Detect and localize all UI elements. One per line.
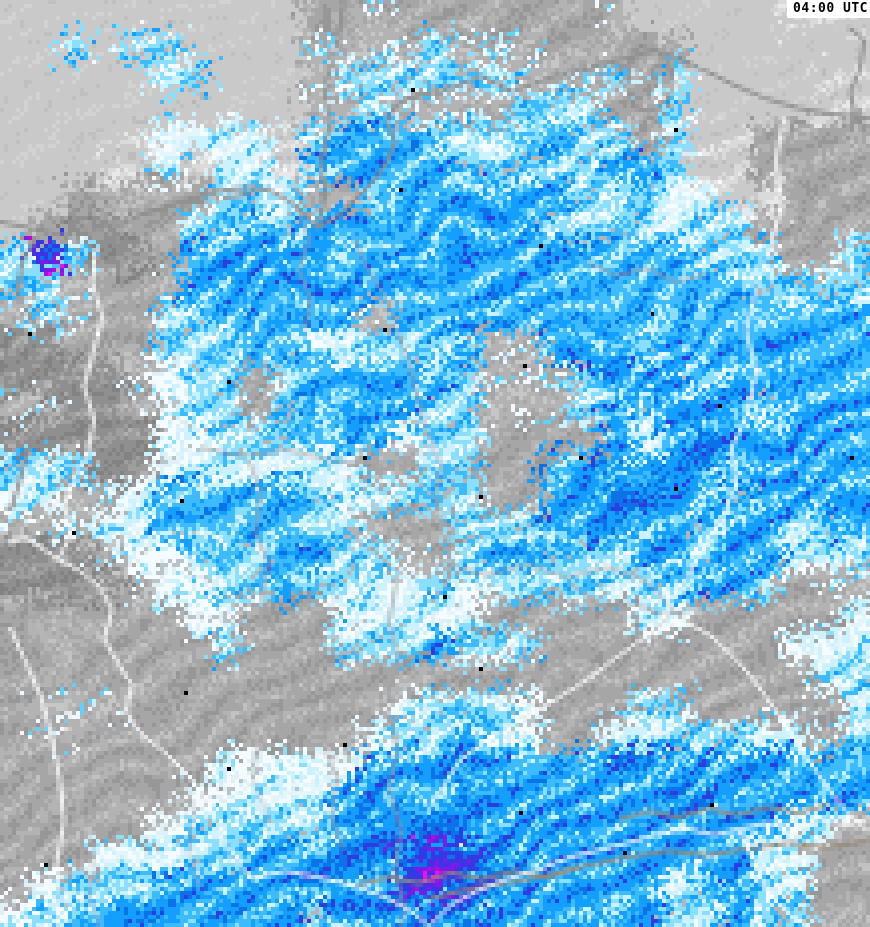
timestamp-label: 04:00 UTC (787, 0, 870, 18)
